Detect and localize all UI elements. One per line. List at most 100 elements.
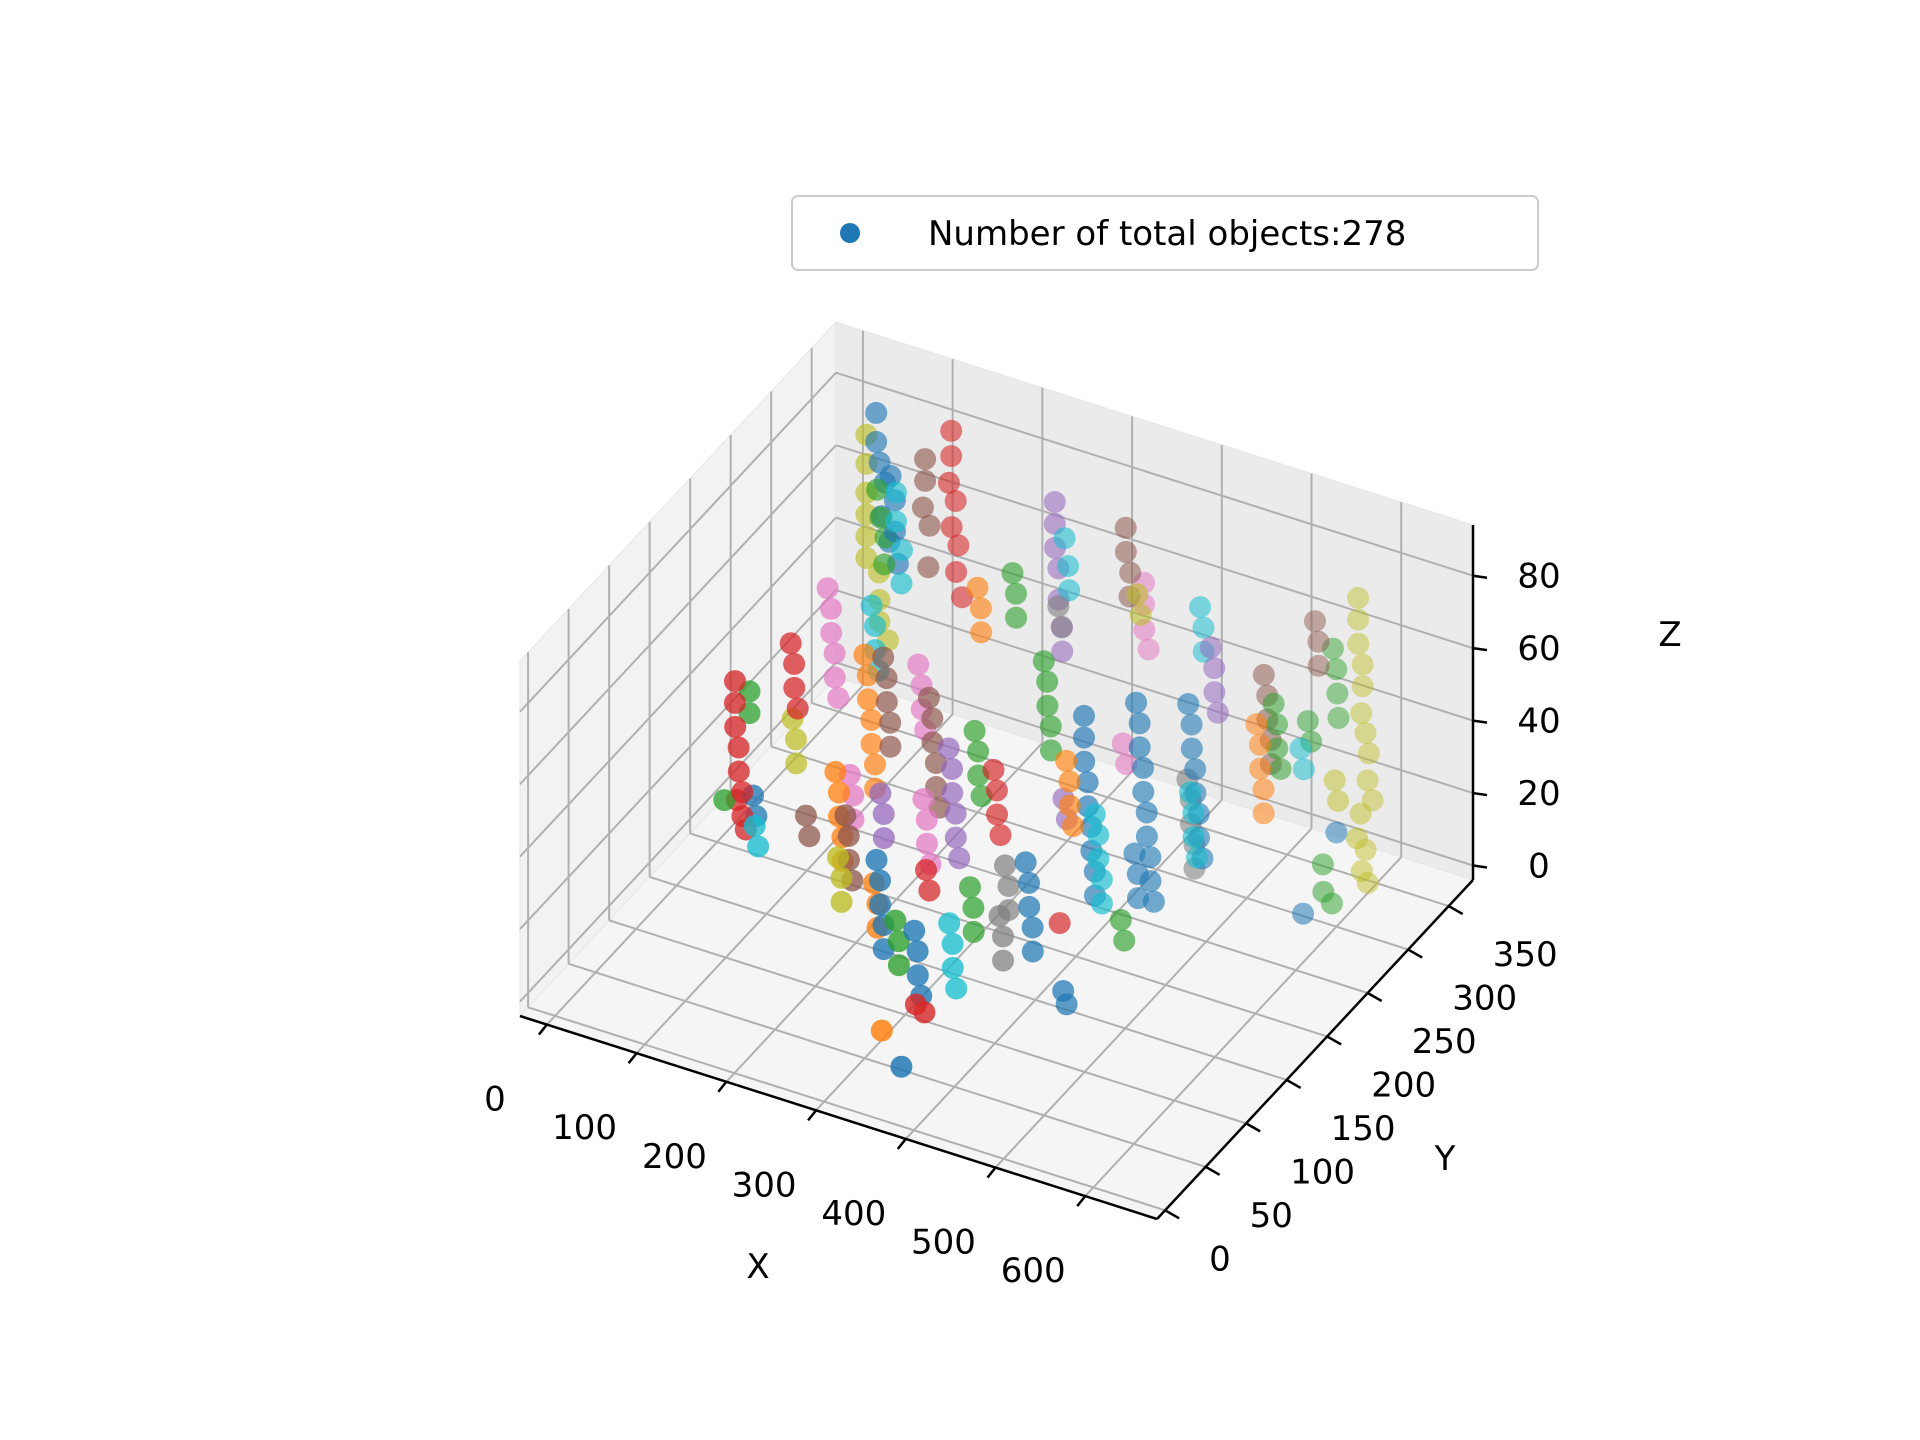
data-point	[865, 848, 888, 871]
data-point	[1090, 892, 1113, 915]
y-tick-mark	[1367, 991, 1383, 1003]
data-point	[1142, 890, 1165, 913]
data-point	[1351, 653, 1374, 676]
z-tick-label: 60	[1517, 629, 1560, 669]
data-point	[1262, 692, 1285, 715]
data-point	[962, 920, 985, 943]
data-point	[1073, 704, 1095, 727]
x-tick-label: 0	[484, 1080, 506, 1120]
data-point	[884, 909, 907, 932]
y-tick-label: 350	[1493, 935, 1558, 975]
data-point	[1058, 579, 1081, 602]
data-point	[940, 419, 963, 442]
data-point	[1087, 847, 1110, 870]
data-point	[827, 687, 850, 709]
y-tick-mark	[1245, 1122, 1261, 1133]
data-point	[872, 646, 895, 669]
data-point	[1111, 732, 1134, 755]
data-point	[1132, 756, 1155, 779]
z-tick-mark	[1472, 864, 1488, 869]
y-tick-label: 300	[1452, 979, 1517, 1019]
data-point	[1252, 778, 1275, 801]
legend-marker	[840, 223, 860, 243]
data-point	[1186, 846, 1208, 869]
data-point	[1058, 794, 1081, 817]
data-point	[1354, 838, 1377, 861]
data-point	[1113, 929, 1136, 952]
data-point	[864, 615, 886, 637]
data-point	[1057, 555, 1080, 577]
data-point	[963, 719, 986, 742]
data-point	[1073, 750, 1096, 773]
x-tick-label: 200	[642, 1137, 707, 1177]
axis-lines	[519, 525, 1475, 1221]
data-point	[869, 782, 892, 805]
z-axis-label: Z	[1658, 615, 1681, 655]
y-axis-line	[1156, 879, 1474, 1220]
data-point	[1351, 675, 1374, 698]
data-point	[747, 835, 770, 858]
data-point	[783, 652, 806, 675]
x-tick-label: 100	[552, 1108, 617, 1148]
data-point	[912, 788, 935, 811]
data-point	[724, 691, 746, 714]
data-point	[970, 621, 993, 644]
data-point	[1021, 916, 1044, 939]
data-point	[887, 930, 910, 953]
data-point	[798, 825, 821, 848]
z-tick-label: 20	[1517, 774, 1560, 814]
data-point	[743, 814, 766, 837]
data-point	[1180, 737, 1203, 760]
data-point	[945, 561, 968, 583]
data-point	[917, 556, 940, 579]
data-point	[940, 445, 963, 468]
data-point	[855, 525, 878, 548]
data-point	[937, 471, 960, 494]
grid-line-z-left	[519, 372, 837, 713]
data-point	[816, 577, 839, 600]
data-point	[1184, 758, 1207, 781]
data-point	[1001, 562, 1024, 585]
grid-line-z-left	[519, 516, 837, 858]
data-point	[830, 890, 853, 913]
data-point	[1245, 713, 1268, 736]
data-point	[1356, 871, 1379, 894]
data-point	[785, 752, 808, 775]
data-point	[1114, 516, 1137, 539]
data-point	[865, 430, 888, 453]
data-point	[1347, 632, 1370, 655]
data-point	[1014, 851, 1037, 874]
data-point	[1296, 710, 1319, 733]
y-tick-mark	[1286, 1078, 1302, 1090]
data-point	[1326, 682, 1349, 705]
data-point	[1053, 527, 1076, 550]
data-point	[944, 490, 967, 512]
y-axis-label: Y	[1434, 1139, 1456, 1179]
y-tick-label: 200	[1371, 1066, 1436, 1106]
data-point	[837, 824, 860, 847]
data-point	[915, 808, 938, 831]
y-tick-mark	[1407, 948, 1423, 959]
legend-box	[791, 195, 1539, 271]
data-point	[914, 448, 937, 471]
data-point	[1135, 825, 1158, 848]
data-point	[713, 789, 736, 812]
data-point	[967, 740, 990, 763]
data-point	[1349, 802, 1372, 825]
data-point	[1189, 596, 1212, 619]
data-point	[872, 803, 895, 825]
data-point	[907, 653, 930, 676]
data-point	[1266, 737, 1289, 760]
data-point	[1248, 733, 1271, 756]
data-point	[865, 401, 888, 424]
data-point	[1062, 815, 1085, 838]
z-tick-mark	[1472, 646, 1488, 652]
data-point	[830, 866, 853, 889]
data-point	[1018, 871, 1040, 894]
y-tick-mark	[1448, 904, 1464, 916]
data-point	[1206, 701, 1229, 724]
data-point	[992, 925, 1014, 948]
data-point	[884, 510, 907, 533]
data-point	[856, 664, 879, 687]
data-point	[1312, 880, 1335, 903]
